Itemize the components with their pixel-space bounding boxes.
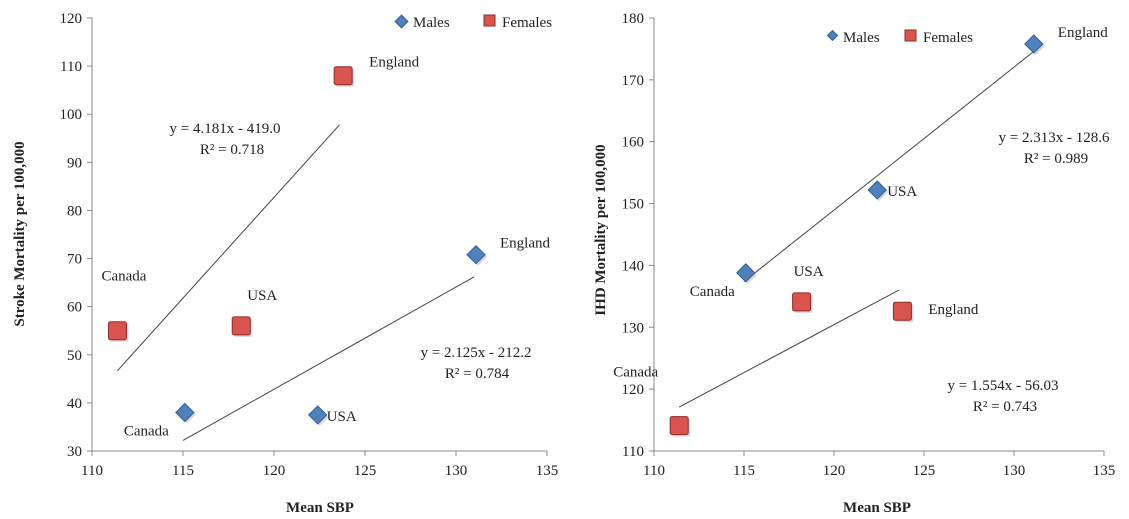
females-usa-label: USA — [794, 264, 824, 280]
legend: Males Females — [826, 29, 973, 46]
females-canada-point — [107, 321, 127, 341]
x-axis-title: Mean SBP — [286, 500, 354, 516]
x-tick-label: 130 — [445, 463, 468, 479]
y-tick-label: 100 — [60, 107, 83, 123]
males-canada-point — [175, 402, 195, 423]
trendlines — [117, 124, 475, 441]
x-tick-label: 110 — [643, 463, 665, 479]
y-tick-label: 170 — [622, 73, 645, 89]
x-tick-labels: 110 115 120 125 130 135 — [81, 451, 558, 479]
males-usa-label: USA — [887, 184, 917, 200]
x-tick-labels: 110 115 120 125 130 135 — [643, 451, 1115, 479]
point-labels: Canada USA England Canada USA England — [613, 25, 1108, 381]
females-usa-label: USA — [247, 288, 277, 304]
legend-females-label: Females — [502, 15, 552, 31]
males-r2: R² = 0.989 — [1024, 151, 1088, 167]
legend-females-square-icon — [483, 14, 496, 27]
males-england-label: England — [1058, 25, 1108, 41]
x-tick-label: 135 — [536, 463, 559, 479]
legend-males-diamond-icon — [394, 14, 409, 29]
females-england-label: England — [928, 302, 978, 318]
y-tick-label: 70 — [67, 252, 82, 268]
legend-males-label: Males — [413, 15, 450, 31]
data-markers — [107, 66, 488, 426]
legend-females-square-icon — [904, 29, 917, 42]
legend-males-diamond-icon — [826, 29, 839, 42]
females-usa-point — [231, 316, 251, 336]
females-england-point — [333, 66, 353, 86]
males-england-point — [1024, 34, 1044, 54]
females-canada-point — [669, 416, 689, 436]
data-markers — [669, 34, 1045, 437]
x-tick-label: 110 — [81, 463, 103, 479]
females-usa-point — [792, 292, 812, 312]
x-tick-label: 130 — [1003, 463, 1026, 479]
females-r2: R² = 0.718 — [200, 142, 264, 158]
males-usa-label: USA — [327, 409, 357, 425]
y-tick-label: 110 — [60, 59, 82, 75]
x-tick-label: 115 — [172, 463, 194, 479]
plot-area — [91, 18, 547, 452]
x-tick-label: 120 — [823, 463, 846, 479]
legend-females-label: Females — [923, 30, 973, 46]
x-tick-label: 125 — [913, 463, 936, 479]
y-tick-label: 30 — [67, 444, 82, 460]
males-usa-point — [867, 180, 887, 200]
y-tick-label: 130 — [622, 320, 645, 336]
y-tick-label: 150 — [622, 197, 645, 213]
females-trendline — [678, 289, 900, 408]
females-canada-label: Canada — [101, 269, 146, 285]
females-trendline — [117, 124, 340, 371]
legend: Males Females — [394, 14, 552, 31]
y-tick-label: 50 — [67, 348, 82, 364]
y-tick-label: 90 — [67, 155, 82, 171]
males-canada-label: Canada — [690, 284, 735, 300]
ihd-mortality-chart: 110 120 130 140 150 160 170 180 110 115 120 125 130… — [593, 11, 1115, 516]
females-r2: R² = 0.743 — [973, 399, 1037, 415]
y-tick-label: 40 — [67, 396, 82, 412]
x-tick-label: 120 — [263, 463, 286, 479]
trendlines — [678, 51, 1035, 408]
y-tick-label: 180 — [622, 11, 645, 27]
y-tick-label: 120 — [622, 382, 645, 398]
females-canada-label: Canada — [613, 365, 658, 381]
y-tick-label: 120 — [60, 11, 83, 27]
y-tick-labels: 30 40 50 60 70 80 90 100 110 120 — [60, 11, 92, 460]
y-tick-label: 140 — [622, 258, 645, 274]
x-tick-label: 135 — [1093, 463, 1116, 479]
males-r2: R² = 0.784 — [445, 366, 510, 382]
y-tick-labels: 110 120 130 140 150 160 170 180 — [622, 11, 654, 460]
males-equation: y = 2.313x - 128.6 — [999, 130, 1110, 146]
males-england-label: England — [500, 236, 550, 252]
plot-area — [653, 18, 1104, 452]
y-axis-title: IHD Mortality per 100,000 — [593, 144, 609, 315]
x-axis-title: Mean SBP — [843, 500, 911, 516]
x-tick-label: 125 — [354, 463, 377, 479]
legend-males-label: Males — [843, 30, 880, 46]
males-usa-point — [307, 405, 328, 425]
males-canada-point — [736, 263, 756, 283]
females-england-label: England — [369, 55, 419, 71]
x-tick-label: 115 — [733, 463, 755, 479]
males-trendline — [182, 276, 475, 441]
females-equation: y = 1.554x - 56.03 — [948, 378, 1059, 394]
females-equation: y = 4.181x - 419.0 — [170, 121, 281, 137]
y-tick-label: 110 — [622, 444, 644, 460]
males-canada-label: Canada — [124, 424, 169, 440]
y-tick-label: 80 — [67, 203, 82, 219]
females-england-point — [892, 301, 912, 321]
y-axis-title: Stroke Mortality per 100,000 — [12, 141, 28, 326]
males-trendline — [743, 51, 1035, 282]
y-tick-label: 160 — [622, 135, 645, 151]
point-labels: Canada USA England Canada USA England — [101, 55, 550, 440]
males-equation: y = 2.125x - 212.2 — [421, 345, 532, 361]
males-england-point — [466, 244, 486, 265]
y-tick-label: 60 — [67, 300, 82, 316]
